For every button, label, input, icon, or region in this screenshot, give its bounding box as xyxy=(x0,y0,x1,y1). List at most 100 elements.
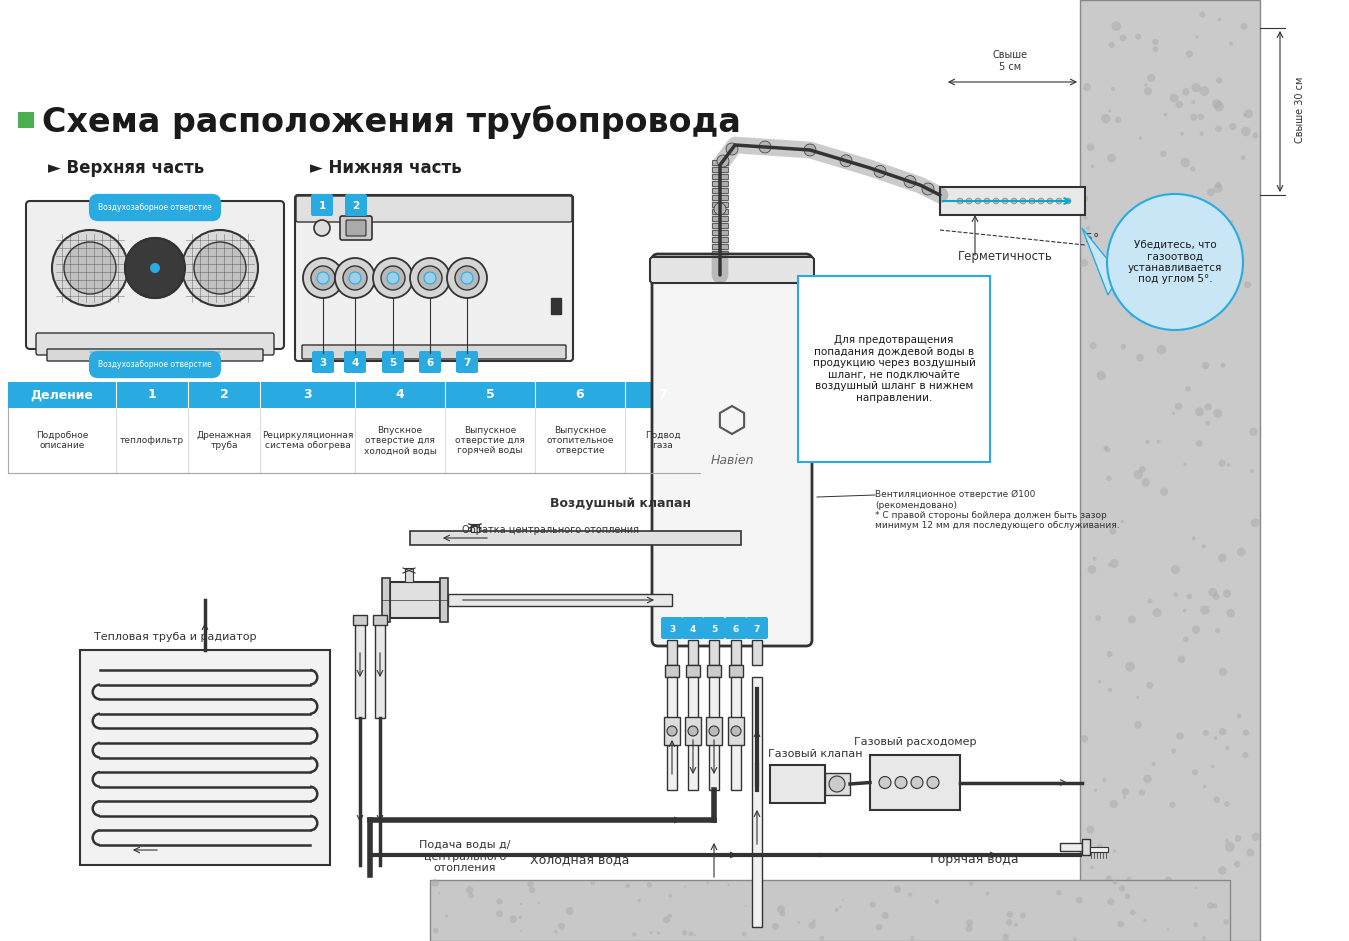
Text: Рециркуляционная
система обогрева: Рециркуляционная система обогрева xyxy=(262,431,353,450)
Circle shape xyxy=(455,266,479,290)
Circle shape xyxy=(1213,593,1219,600)
Circle shape xyxy=(657,932,660,934)
Circle shape xyxy=(1205,404,1211,410)
Circle shape xyxy=(1106,875,1112,882)
Circle shape xyxy=(1145,439,1149,444)
Circle shape xyxy=(1130,910,1136,916)
Circle shape xyxy=(1191,536,1195,540)
FancyBboxPatch shape xyxy=(650,257,813,283)
Text: Дренажная
труба: Дренажная труба xyxy=(197,431,251,450)
FancyBboxPatch shape xyxy=(36,333,274,355)
Text: Убедитесь, что
газоотвод
устанавливается
под углом 5°.: Убедитесь, что газоотвод устанавливается… xyxy=(1128,240,1222,284)
Text: 6: 6 xyxy=(733,625,739,633)
Circle shape xyxy=(461,272,473,284)
Circle shape xyxy=(1198,114,1205,120)
Circle shape xyxy=(1136,695,1139,699)
Circle shape xyxy=(1130,885,1140,895)
Bar xyxy=(751,677,762,927)
FancyBboxPatch shape xyxy=(345,194,367,216)
Circle shape xyxy=(1108,563,1112,566)
Circle shape xyxy=(1214,736,1217,740)
FancyBboxPatch shape xyxy=(302,345,567,359)
Circle shape xyxy=(1218,18,1221,22)
Circle shape xyxy=(812,919,816,922)
Circle shape xyxy=(527,881,534,887)
Bar xyxy=(712,195,728,200)
Circle shape xyxy=(424,272,436,284)
Circle shape xyxy=(438,892,441,894)
Circle shape xyxy=(1202,544,1206,549)
Circle shape xyxy=(1083,215,1087,219)
Circle shape xyxy=(1081,735,1089,742)
Circle shape xyxy=(1161,211,1170,217)
Circle shape xyxy=(1140,906,1149,916)
Circle shape xyxy=(1108,153,1116,163)
Circle shape xyxy=(496,910,503,917)
Circle shape xyxy=(1120,273,1126,279)
Circle shape xyxy=(1086,825,1094,834)
Circle shape xyxy=(1108,688,1112,692)
Circle shape xyxy=(797,921,800,924)
Circle shape xyxy=(447,258,487,298)
Circle shape xyxy=(1121,519,1124,523)
Circle shape xyxy=(966,919,973,926)
Circle shape xyxy=(304,258,343,298)
Circle shape xyxy=(1210,905,1215,910)
FancyBboxPatch shape xyxy=(382,351,403,373)
Circle shape xyxy=(1139,136,1143,140)
Circle shape xyxy=(754,887,759,892)
Circle shape xyxy=(835,908,839,912)
Circle shape xyxy=(1226,609,1234,617)
Bar xyxy=(353,615,367,625)
Circle shape xyxy=(1156,439,1160,444)
Circle shape xyxy=(935,900,939,903)
Circle shape xyxy=(1056,198,1062,204)
Circle shape xyxy=(1193,295,1201,303)
Circle shape xyxy=(1190,167,1195,171)
Circle shape xyxy=(1147,73,1156,82)
Bar xyxy=(870,755,960,810)
Bar xyxy=(688,677,697,790)
Circle shape xyxy=(1172,412,1175,415)
Circle shape xyxy=(1144,83,1148,87)
Circle shape xyxy=(718,155,728,167)
Bar xyxy=(410,531,741,545)
Circle shape xyxy=(1144,295,1148,299)
Circle shape xyxy=(1219,668,1228,676)
Circle shape xyxy=(633,932,637,936)
Text: Схема расположения трубопровода: Схема расположения трубопровода xyxy=(42,105,741,139)
Circle shape xyxy=(1167,928,1170,930)
Circle shape xyxy=(1232,264,1241,273)
Circle shape xyxy=(1163,307,1170,313)
Circle shape xyxy=(1014,923,1018,927)
Circle shape xyxy=(1211,99,1221,108)
Circle shape xyxy=(1156,345,1166,355)
Circle shape xyxy=(1121,788,1129,795)
Circle shape xyxy=(1103,445,1108,450)
Circle shape xyxy=(1224,276,1230,282)
Circle shape xyxy=(1199,87,1209,96)
Text: 7: 7 xyxy=(463,358,471,368)
Circle shape xyxy=(1143,918,1147,922)
Circle shape xyxy=(1141,478,1149,486)
Circle shape xyxy=(1241,155,1245,160)
Bar xyxy=(405,568,413,582)
Circle shape xyxy=(1144,88,1152,95)
Bar xyxy=(712,272,728,277)
Circle shape xyxy=(1128,285,1135,291)
Bar xyxy=(665,665,679,677)
Circle shape xyxy=(966,198,973,204)
FancyBboxPatch shape xyxy=(799,276,990,462)
Circle shape xyxy=(1195,440,1203,447)
Circle shape xyxy=(1082,195,1089,201)
Circle shape xyxy=(1148,598,1152,603)
Circle shape xyxy=(1193,769,1198,775)
Circle shape xyxy=(638,899,641,902)
Bar xyxy=(471,524,479,532)
Circle shape xyxy=(558,922,565,930)
Circle shape xyxy=(1230,220,1233,223)
Circle shape xyxy=(349,272,362,284)
FancyBboxPatch shape xyxy=(683,617,704,639)
Circle shape xyxy=(1201,605,1210,614)
Circle shape xyxy=(343,266,367,290)
